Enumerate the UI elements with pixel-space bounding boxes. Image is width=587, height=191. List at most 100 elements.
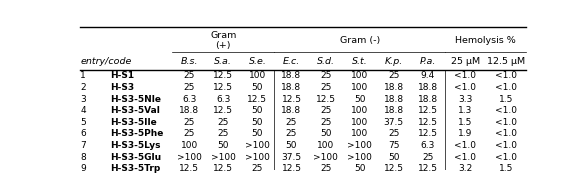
Text: 25: 25	[320, 106, 331, 115]
Text: 100: 100	[351, 106, 368, 115]
Text: 100: 100	[317, 141, 334, 150]
Text: 8: 8	[80, 153, 86, 162]
Text: S.t.: S.t.	[352, 57, 367, 66]
Text: <1.0: <1.0	[454, 141, 476, 150]
Text: 3.3: 3.3	[458, 95, 473, 104]
Text: 3.2: 3.2	[458, 164, 473, 173]
Text: 1: 1	[80, 71, 86, 80]
Text: <1.0: <1.0	[454, 83, 476, 92]
Text: 25: 25	[252, 164, 263, 173]
Text: 50: 50	[354, 164, 365, 173]
Text: 37.5: 37.5	[281, 153, 302, 162]
Text: 6: 6	[80, 129, 86, 138]
Text: <1.0: <1.0	[495, 83, 517, 92]
Text: 75: 75	[388, 141, 400, 150]
Text: 18.8: 18.8	[418, 95, 438, 104]
Text: 7: 7	[80, 141, 86, 150]
Text: 12.5: 12.5	[213, 71, 233, 80]
Text: S.e.: S.e.	[248, 57, 266, 66]
Text: 18.8: 18.8	[418, 83, 438, 92]
Text: 1.5: 1.5	[498, 164, 513, 173]
Text: 12.5: 12.5	[418, 129, 438, 138]
Text: 25: 25	[388, 129, 399, 138]
Text: 100: 100	[351, 118, 368, 127]
Text: H-S3: H-S3	[110, 83, 134, 92]
Text: <1.0: <1.0	[495, 71, 517, 80]
Text: 12.5: 12.5	[418, 164, 438, 173]
Text: H-S3-5Nle: H-S3-5Nle	[110, 95, 161, 104]
Text: >100: >100	[245, 153, 270, 162]
Text: H-S3-5Ile: H-S3-5Ile	[110, 118, 157, 127]
Text: 25: 25	[184, 118, 195, 127]
Text: 100: 100	[351, 83, 368, 92]
Text: S.a.: S.a.	[214, 57, 232, 66]
Text: 18.8: 18.8	[384, 83, 404, 92]
Text: >100: >100	[348, 153, 372, 162]
Text: 25: 25	[184, 83, 195, 92]
Text: E.c.: E.c.	[283, 57, 300, 66]
Text: 25: 25	[320, 118, 331, 127]
Text: 6.3: 6.3	[421, 141, 435, 150]
Text: Gram (-): Gram (-)	[339, 36, 380, 45]
Text: 12.5 μM: 12.5 μM	[487, 57, 525, 66]
Text: 1.9: 1.9	[458, 129, 473, 138]
Text: 12.5: 12.5	[316, 95, 336, 104]
Text: 37.5: 37.5	[384, 118, 404, 127]
Text: 12.5: 12.5	[418, 118, 438, 127]
Text: 6.3: 6.3	[182, 95, 197, 104]
Text: <1.0: <1.0	[495, 118, 517, 127]
Text: >100: >100	[348, 141, 372, 150]
Text: 18.8: 18.8	[384, 106, 404, 115]
Text: 9: 9	[80, 164, 86, 173]
Text: 12.5: 12.5	[213, 106, 233, 115]
Text: 12.5: 12.5	[282, 95, 302, 104]
Text: H-S1: H-S1	[110, 71, 134, 80]
Text: 50: 50	[320, 129, 331, 138]
Text: 25: 25	[422, 153, 434, 162]
Text: 5: 5	[80, 118, 86, 127]
Text: 12.5: 12.5	[418, 106, 438, 115]
Text: 50: 50	[252, 129, 263, 138]
Text: 12.5: 12.5	[179, 164, 199, 173]
Text: H-S3-5Trp: H-S3-5Trp	[110, 164, 160, 173]
Text: P.a.: P.a.	[420, 57, 436, 66]
Text: 1.3: 1.3	[458, 106, 473, 115]
Text: >100: >100	[313, 153, 338, 162]
Text: K.p.: K.p.	[384, 57, 403, 66]
Text: 25: 25	[388, 71, 399, 80]
Text: 25: 25	[320, 164, 331, 173]
Text: 50: 50	[252, 83, 263, 92]
Text: >100: >100	[211, 153, 236, 162]
Text: 25: 25	[286, 129, 297, 138]
Text: 50: 50	[286, 141, 297, 150]
Text: 100: 100	[351, 129, 368, 138]
Text: 12.5: 12.5	[213, 83, 233, 92]
Text: 100: 100	[351, 71, 368, 80]
Text: S.d.: S.d.	[316, 57, 335, 66]
Text: 12.5: 12.5	[384, 164, 404, 173]
Text: 6.3: 6.3	[216, 95, 231, 104]
Text: 12.5: 12.5	[282, 164, 302, 173]
Text: H-S3-5Glu: H-S3-5Glu	[110, 153, 161, 162]
Text: <1.0: <1.0	[495, 106, 517, 115]
Text: entry/code: entry/code	[80, 57, 131, 66]
Text: B.s.: B.s.	[180, 57, 198, 66]
Text: 12.5: 12.5	[247, 95, 268, 104]
Text: 18.8: 18.8	[384, 95, 404, 104]
Text: H-S3-5Phe: H-S3-5Phe	[110, 129, 163, 138]
Text: 12.5: 12.5	[213, 164, 233, 173]
Text: 18.8: 18.8	[281, 106, 302, 115]
Text: 25: 25	[184, 129, 195, 138]
Text: 1.5: 1.5	[498, 95, 513, 104]
Text: <1.0: <1.0	[495, 153, 517, 162]
Text: 3: 3	[80, 95, 86, 104]
Text: 50: 50	[388, 153, 400, 162]
Text: Gram
(+): Gram (+)	[210, 31, 237, 50]
Text: 50: 50	[252, 106, 263, 115]
Text: 1.5: 1.5	[458, 118, 473, 127]
Text: 25 μM: 25 μM	[451, 57, 480, 66]
Text: 25: 25	[320, 83, 331, 92]
Text: <1.0: <1.0	[495, 141, 517, 150]
Text: 25: 25	[218, 129, 229, 138]
Text: >100: >100	[245, 141, 270, 150]
